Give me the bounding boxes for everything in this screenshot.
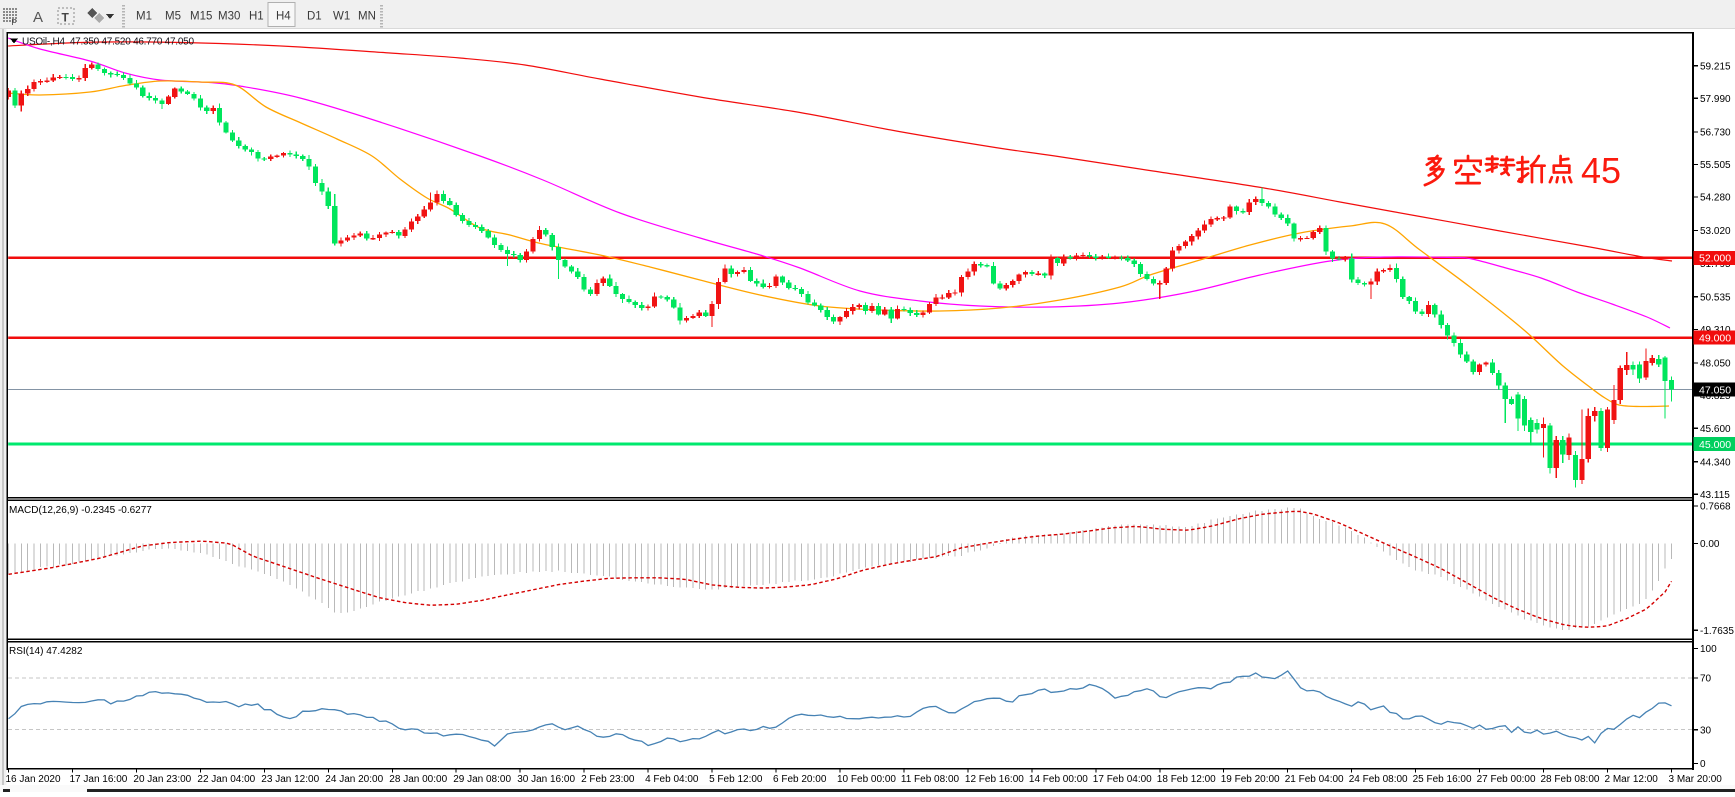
svg-text:21 Feb 04:00: 21 Feb 04:00 xyxy=(1285,774,1344,785)
svg-text:M5: M5 xyxy=(165,11,181,23)
svg-text:17 Feb 04:00: 17 Feb 04:00 xyxy=(1093,774,1152,785)
svg-text:18 Feb 12:00: 18 Feb 12:00 xyxy=(1157,774,1216,785)
svg-text:MN: MN xyxy=(358,11,376,23)
svg-text:D1: D1 xyxy=(307,11,322,23)
svg-text:28 Feb 08:00: 28 Feb 08:00 xyxy=(1541,774,1600,785)
svg-text:M30: M30 xyxy=(218,11,240,23)
svg-text:5 Feb 12:00: 5 Feb 12:00 xyxy=(709,774,763,785)
svg-text:-1.7635: -1.7635 xyxy=(1700,626,1734,637)
svg-text:11 Feb 08:00: 11 Feb 08:00 xyxy=(901,774,960,785)
svg-text:59.215: 59.215 xyxy=(1700,61,1731,72)
svg-text:55.505: 55.505 xyxy=(1700,160,1731,171)
svg-text:100: 100 xyxy=(1700,644,1717,655)
svg-text:49.000: 49.000 xyxy=(1699,333,1731,345)
svg-text:0: 0 xyxy=(1700,759,1706,770)
svg-text:10 Feb 00:00: 10 Feb 00:00 xyxy=(837,774,896,785)
svg-text:47.050: 47.050 xyxy=(1699,384,1731,396)
svg-text:6 Feb 20:00: 6 Feb 20:00 xyxy=(773,774,827,785)
svg-text:A: A xyxy=(33,9,43,26)
svg-text:17 Jan 16:00: 17 Jan 16:00 xyxy=(70,774,128,785)
svg-text:45: 45 xyxy=(1581,150,1621,191)
svg-text:24 Feb 08:00: 24 Feb 08:00 xyxy=(1349,774,1408,785)
svg-text:USOil-,H4 47.350 47.520 46.77: USOil-,H4 47.350 47.520 46.770 47.050 xyxy=(22,37,194,48)
svg-text:30 Jan 16:00: 30 Jan 16:00 xyxy=(517,774,575,785)
svg-text:22 Jan 04:00: 22 Jan 04:00 xyxy=(197,774,255,785)
svg-text:28 Jan 00:00: 28 Jan 00:00 xyxy=(389,774,447,785)
svg-text:54.280: 54.280 xyxy=(1700,193,1731,204)
svg-text:23 Jan 12:00: 23 Jan 12:00 xyxy=(261,774,319,785)
svg-text:M15: M15 xyxy=(190,11,212,23)
svg-text:52.000: 52.000 xyxy=(1699,253,1731,265)
svg-text:0.7668: 0.7668 xyxy=(1700,502,1731,513)
svg-text:19 Feb 20:00: 19 Feb 20:00 xyxy=(1221,774,1280,785)
svg-text:56.730: 56.730 xyxy=(1700,128,1731,139)
svg-text:29 Jan 08:00: 29 Jan 08:00 xyxy=(453,774,511,785)
svg-text:57.990: 57.990 xyxy=(1700,94,1731,105)
svg-text:M1: M1 xyxy=(136,11,152,23)
svg-text:45.600: 45.600 xyxy=(1700,424,1731,435)
svg-text:16 Jan 2020: 16 Jan 2020 xyxy=(6,774,61,785)
svg-text:53.020: 53.020 xyxy=(1700,226,1731,237)
svg-text:44.340: 44.340 xyxy=(1700,457,1731,468)
svg-text:14 Feb 00:00: 14 Feb 00:00 xyxy=(1029,774,1088,785)
svg-text:12 Feb 16:00: 12 Feb 16:00 xyxy=(965,774,1024,785)
svg-text:50.535: 50.535 xyxy=(1700,292,1731,303)
svg-text:RSI(14) 47.4282: RSI(14) 47.4282 xyxy=(9,646,83,657)
svg-text:30: 30 xyxy=(1700,725,1712,736)
svg-text:H1: H1 xyxy=(249,11,264,23)
svg-text:20 Jan 23:00: 20 Jan 23:00 xyxy=(133,774,191,785)
svg-text:2 Mar 12:00: 2 Mar 12:00 xyxy=(1605,774,1659,785)
svg-text:T: T xyxy=(62,11,70,25)
svg-text:F: F xyxy=(12,18,17,27)
svg-text:27 Feb 00:00: 27 Feb 00:00 xyxy=(1477,774,1536,785)
svg-text:2 Feb 23:00: 2 Feb 23:00 xyxy=(581,774,635,785)
svg-text:0.00: 0.00 xyxy=(1700,539,1720,550)
svg-text:3 Mar 20:00: 3 Mar 20:00 xyxy=(1669,774,1723,785)
svg-text:45.000: 45.000 xyxy=(1699,439,1731,451)
svg-text:70: 70 xyxy=(1700,674,1712,685)
svg-text:4 Feb 04:00: 4 Feb 04:00 xyxy=(645,774,699,785)
svg-text:25 Feb 16:00: 25 Feb 16:00 xyxy=(1413,774,1472,785)
svg-text:H4: H4 xyxy=(276,11,291,23)
svg-text:24 Jan 20:00: 24 Jan 20:00 xyxy=(325,774,383,785)
svg-text:W1: W1 xyxy=(333,11,350,23)
svg-text:MACD(12,26,9) -0.2345 -0.6277: MACD(12,26,9) -0.2345 -0.6277 xyxy=(9,505,152,516)
svg-text:48.050: 48.050 xyxy=(1700,359,1731,370)
svg-text:43.115: 43.115 xyxy=(1700,490,1730,501)
